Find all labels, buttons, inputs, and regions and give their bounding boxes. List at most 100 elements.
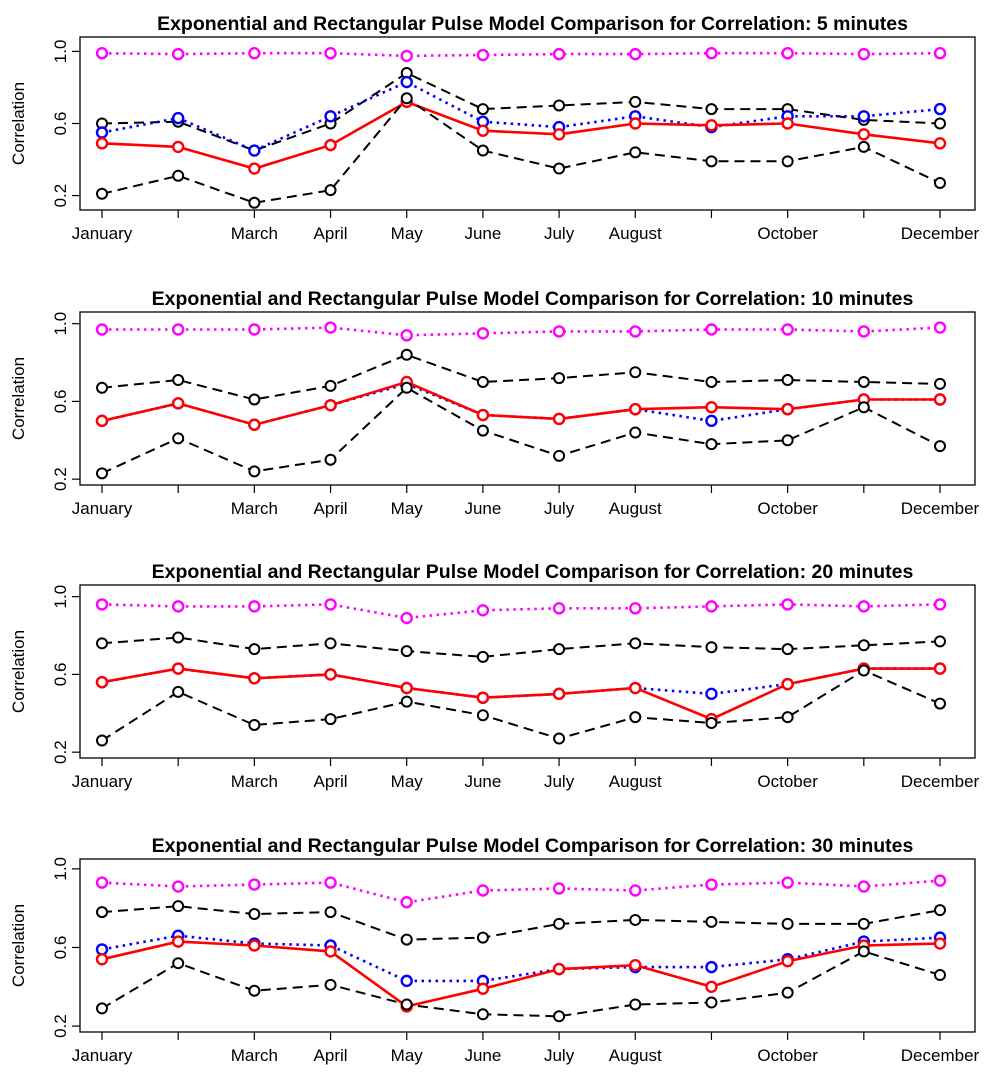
- data-point: [933, 137, 947, 150]
- x-tick-label: December: [901, 1046, 980, 1065]
- chart-title: Exponential and Rectangular Pulse Model …: [152, 288, 914, 310]
- x-tick-label: March: [231, 224, 278, 243]
- series-line: [101, 380, 940, 427]
- series-4: [95, 375, 947, 431]
- data-point: [934, 176, 946, 189]
- data-point: [248, 643, 261, 656]
- data-point: [857, 600, 871, 613]
- x-tick-label: March: [231, 772, 278, 791]
- series-line: [101, 96, 941, 204]
- data-point: [171, 397, 185, 410]
- data-point: [400, 933, 413, 946]
- data-point: [781, 117, 794, 130]
- data-point: [705, 375, 718, 388]
- data-point: [476, 1008, 489, 1021]
- data-point: [781, 402, 794, 416]
- y-tick-label: 0.6: [51, 936, 70, 960]
- data-point: [705, 103, 718, 116]
- series-line: [101, 71, 941, 152]
- data-point: [324, 945, 337, 958]
- data-point: [96, 637, 108, 650]
- data-point: [857, 140, 870, 153]
- data-point: [400, 49, 413, 63]
- data-point: [933, 321, 947, 334]
- data-point: [629, 711, 642, 724]
- data-point: [324, 110, 337, 123]
- data-point: [629, 884, 642, 897]
- series-5: [96, 945, 946, 1023]
- series-2: [96, 631, 946, 663]
- data-point: [857, 325, 871, 338]
- data-point: [705, 960, 718, 974]
- data-point: [400, 998, 413, 1011]
- series-4: [95, 95, 947, 175]
- data-point: [400, 329, 413, 342]
- x-tick-label: June: [464, 772, 501, 791]
- x-tick-label: July: [544, 772, 575, 791]
- data-point: [857, 917, 870, 930]
- data-point: [400, 974, 413, 988]
- series-1: [95, 598, 947, 625]
- data-point: [95, 126, 109, 139]
- data-point: [705, 119, 718, 132]
- x-tick-label: April: [314, 772, 348, 791]
- data-point: [171, 111, 185, 125]
- data-point: [476, 884, 490, 897]
- data-point: [172, 374, 185, 387]
- data-point: [552, 882, 566, 895]
- data-point: [934, 377, 946, 390]
- series-line: [101, 636, 941, 658]
- data-point: [857, 128, 871, 141]
- y-tick-label: 1.0: [51, 585, 70, 609]
- data-point: [324, 978, 337, 991]
- series-4: [95, 662, 947, 726]
- data-point: [552, 412, 566, 426]
- data-point: [781, 434, 794, 447]
- data-point: [857, 375, 870, 388]
- data-point: [248, 162, 261, 175]
- data-point: [476, 931, 489, 944]
- x-tick-label: January: [72, 1046, 133, 1065]
- x-tick-label: May: [391, 1046, 424, 1065]
- data-point: [629, 958, 642, 972]
- data-point: [705, 996, 718, 1009]
- data-point: [933, 874, 947, 887]
- data-point: [476, 424, 489, 437]
- data-point: [95, 876, 109, 889]
- data-point: [96, 187, 108, 200]
- data-point: [933, 662, 947, 675]
- data-point: [95, 414, 109, 428]
- data-point: [629, 426, 642, 439]
- data-point: [96, 381, 108, 394]
- data-point: [248, 878, 261, 891]
- series-2: [96, 67, 946, 157]
- data-point: [552, 128, 566, 141]
- data-point: [629, 95, 642, 108]
- series-1: [95, 321, 947, 342]
- data-point: [248, 672, 261, 685]
- data-point: [857, 110, 871, 123]
- y-tick-label: 1.0: [51, 857, 70, 881]
- data-point: [705, 915, 718, 928]
- chart-title: Exponential and Rectangular Pulse Model …: [152, 561, 914, 583]
- x-tick-label: October: [757, 224, 818, 243]
- data-point: [552, 962, 566, 976]
- data-point: [95, 47, 109, 60]
- data-point: [705, 414, 718, 428]
- series-4: [95, 935, 947, 1013]
- series-2: [96, 348, 946, 406]
- series-line: [101, 950, 941, 1018]
- data-point: [705, 401, 718, 414]
- data-point: [629, 602, 642, 615]
- data-point: [857, 639, 870, 652]
- chart-panel-4: Exponential and Rectangular Pulse Model …: [9, 835, 980, 1065]
- data-point: [553, 1010, 566, 1023]
- data-point: [857, 47, 871, 61]
- data-point: [400, 75, 413, 89]
- data-point: [553, 99, 566, 112]
- data-point: [400, 381, 413, 394]
- chart-panel-2: Exponential and Rectangular Pulse Model …: [9, 288, 980, 518]
- y-tick-label: 0.2: [51, 740, 70, 764]
- data-point: [248, 465, 261, 478]
- series-3: [95, 75, 947, 157]
